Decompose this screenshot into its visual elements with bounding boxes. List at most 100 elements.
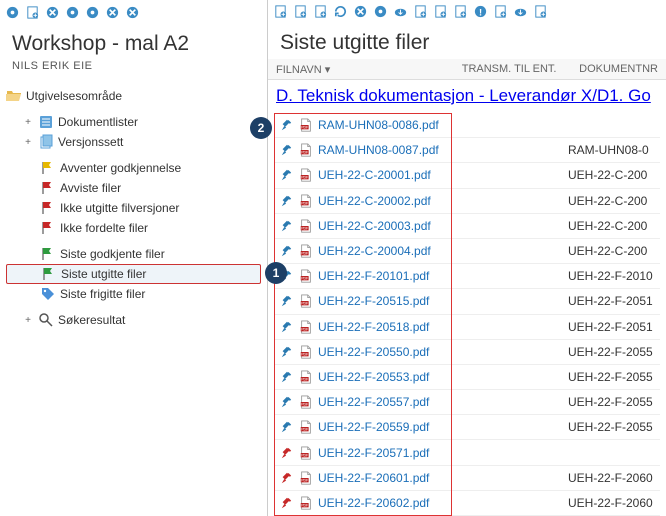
table-row[interactable]: PDF UEH-22-F-20553.pdf UEH-22-F-2055 xyxy=(274,365,660,390)
table-row[interactable]: PDF UEH-22-F-20601.pdf UEH-22-F-2060 xyxy=(274,466,660,491)
cell-docnr: UEH-22-C-200 xyxy=(568,219,660,233)
table-row[interactable]: PDF RAM-UHN08-0086.pdf xyxy=(274,113,660,138)
table-row[interactable]: PDF UEH-22-F-20518.pdf UEH-22-F-2051 xyxy=(274,315,660,340)
table-row[interactable]: PDF UEH-22-F-20515.pdf UEH-22-F-2051 xyxy=(274,289,660,314)
expand-icon[interactable]: + xyxy=(22,117,34,128)
toolbar-icon[interactable] xyxy=(532,4,548,20)
table-row[interactable]: PDF UEH-22-F-20550.pdf UEH-22-F-2055 xyxy=(274,340,660,365)
svg-text:PDF: PDF xyxy=(301,252,308,256)
toolbar-icon[interactable] xyxy=(4,4,20,20)
file-link[interactable]: UEH-22-F-20571.pdf xyxy=(318,446,429,460)
tree-item[interactable]: Siste frigitte filer xyxy=(6,284,261,304)
toolbar-icon[interactable]: ! xyxy=(472,4,488,20)
toolbar-icon[interactable] xyxy=(104,4,120,20)
table-row[interactable]: PDF UEH-22-F-20602.pdf UEH-22-F-2060 xyxy=(274,491,660,516)
file-link[interactable]: UEH-22-C-20003.pdf xyxy=(318,219,431,233)
cell-docnr: UEH-22-C-200 xyxy=(568,244,660,258)
expand-icon[interactable]: + xyxy=(22,137,34,148)
svg-text:!: ! xyxy=(478,7,481,17)
pin-icon xyxy=(280,320,294,334)
file-link[interactable]: UEH-22-F-20602.pdf xyxy=(318,496,429,510)
file-link[interactable]: UEH-22-F-20601.pdf xyxy=(318,471,429,485)
toolbar-icon[interactable] xyxy=(84,4,100,20)
toolbar-icon[interactable] xyxy=(332,4,348,20)
tree-search-label: Søkeresultat xyxy=(58,313,125,327)
toolbar-icon[interactable] xyxy=(392,4,408,20)
file-link[interactable]: UEH-22-F-20518.pdf xyxy=(318,320,429,334)
pin-icon xyxy=(280,168,294,182)
version-icon xyxy=(38,134,54,150)
table-row[interactable]: PDF UEH-22-F-20571.pdf xyxy=(274,440,660,465)
toolbar-icon[interactable] xyxy=(352,4,368,20)
toolbar-icon[interactable] xyxy=(64,4,80,20)
flag-red-icon xyxy=(40,180,56,196)
file-list: PDF RAM-UHN08-0086.pdf PDF RAM-UHN08-008… xyxy=(274,113,660,516)
col-filename[interactable]: FILNAVN ▾ xyxy=(268,63,454,76)
tree-item-label: Avviste filer xyxy=(60,181,121,195)
toolbar-icon[interactable] xyxy=(512,4,528,20)
tree-search[interactable]: + Søkeresultat xyxy=(6,310,261,330)
table-row[interactable]: PDF UEH-22-C-20004.pdf UEH-22-C-200 xyxy=(274,239,660,264)
file-link[interactable]: UEH-22-F-20101.pdf xyxy=(318,269,429,283)
pin-icon xyxy=(280,345,294,359)
doc-list-icon xyxy=(38,114,54,130)
pin-icon xyxy=(280,370,294,384)
svg-text:PDF: PDF xyxy=(301,277,308,281)
tree-item[interactable]: Ikke utgitte filversjoner xyxy=(6,198,261,218)
breadcrumb-link[interactable]: D. Teknisk dokumentasjon - Leverandør X/… xyxy=(276,86,651,105)
user-name: NILS ERIK EIE xyxy=(0,60,267,82)
workspace-title: Workshop - mal A2 xyxy=(0,24,267,60)
file-link[interactable]: UEH-22-C-20002.pdf xyxy=(318,194,431,208)
toolbar-icon[interactable] xyxy=(24,4,40,20)
table-row[interactable]: PDF RAM-UHN08-0087.pdf RAM-UHN08-0 xyxy=(274,138,660,163)
tree-item-label: Versjonssett xyxy=(58,135,123,149)
tree-item-selected[interactable]: Siste utgitte filer xyxy=(6,264,261,284)
col-docnr[interactable]: DOKUMENTNR xyxy=(571,63,666,75)
expand-icon[interactable]: + xyxy=(22,315,34,326)
table-row[interactable]: PDF UEH-22-C-20003.pdf UEH-22-C-200 xyxy=(274,214,660,239)
table-row[interactable]: PDF UEH-22-C-20001.pdf UEH-22-C-200 xyxy=(274,163,660,188)
col-transm[interactable]: TRANSM. TIL ENT. xyxy=(454,63,571,75)
file-link[interactable]: UEH-22-F-20553.pdf xyxy=(318,370,429,384)
tag-blue-icon xyxy=(40,286,56,302)
toolbar-icon[interactable] xyxy=(44,4,60,20)
tree-item[interactable]: Avventer godkjennelse xyxy=(6,158,261,178)
toolbar-icon[interactable] xyxy=(372,4,388,20)
table-row[interactable]: PDF UEH-22-C-20002.pdf UEH-22-C-200 xyxy=(274,189,660,214)
right-toolbar: ! xyxy=(268,0,666,23)
table-row[interactable]: PDF UEH-22-F-20101.pdf UEH-22-F-2010 xyxy=(274,264,660,289)
toolbar-icon[interactable] xyxy=(272,4,288,20)
cell-docnr: UEH-22-F-2051 xyxy=(568,320,660,334)
file-link[interactable]: UEH-22-F-20515.pdf xyxy=(318,294,429,308)
file-link[interactable]: UEH-22-F-20557.pdf xyxy=(318,395,429,409)
toolbar-icon[interactable] xyxy=(312,4,328,20)
search-icon xyxy=(38,312,54,328)
file-link[interactable]: RAM-UHN08-0086.pdf xyxy=(318,118,439,132)
toolbar-icon[interactable] xyxy=(412,4,428,20)
toolbar-icon[interactable] xyxy=(492,4,508,20)
table-row[interactable]: PDF UEH-22-F-20559.pdf UEH-22-F-2055 xyxy=(274,415,660,440)
callout-2: 2 xyxy=(250,117,272,139)
toolbar-icon[interactable] xyxy=(124,4,140,20)
tree-root[interactable]: Utgivelsesområde xyxy=(6,86,261,106)
tree-item[interactable]: Siste godkjente filer xyxy=(6,244,261,264)
toolbar-icon[interactable] xyxy=(292,4,308,20)
tree-item[interactable]: Avviste filer xyxy=(6,178,261,198)
table-row[interactable]: PDF UEH-22-F-20557.pdf UEH-22-F-2055 xyxy=(274,390,660,415)
file-link[interactable]: RAM-UHN08-0087.pdf xyxy=(318,143,439,157)
cell-docnr: UEH-22-F-2055 xyxy=(568,370,660,384)
svg-text:PDF: PDF xyxy=(301,327,308,331)
file-link[interactable]: UEH-22-F-20550.pdf xyxy=(318,345,429,359)
file-link[interactable]: UEH-22-C-20001.pdf xyxy=(318,168,431,182)
tree-item[interactable]: + Dokumentlister xyxy=(6,112,261,132)
file-link[interactable]: UEH-22-C-20004.pdf xyxy=(318,244,431,258)
toolbar-icon[interactable] xyxy=(452,4,468,20)
toolbar-icon[interactable] xyxy=(432,4,448,20)
tree-item[interactable]: Ikke fordelte filer xyxy=(6,218,261,238)
svg-text:PDF: PDF xyxy=(301,478,308,482)
pin-icon xyxy=(280,194,294,208)
tree-item[interactable]: + Versjonssett xyxy=(6,132,261,152)
pin-icon xyxy=(280,420,294,434)
breadcrumb[interactable]: D. Teknisk dokumentasjon - Leverandør X/… xyxy=(268,80,666,113)
file-link[interactable]: UEH-22-F-20559.pdf xyxy=(318,420,429,434)
